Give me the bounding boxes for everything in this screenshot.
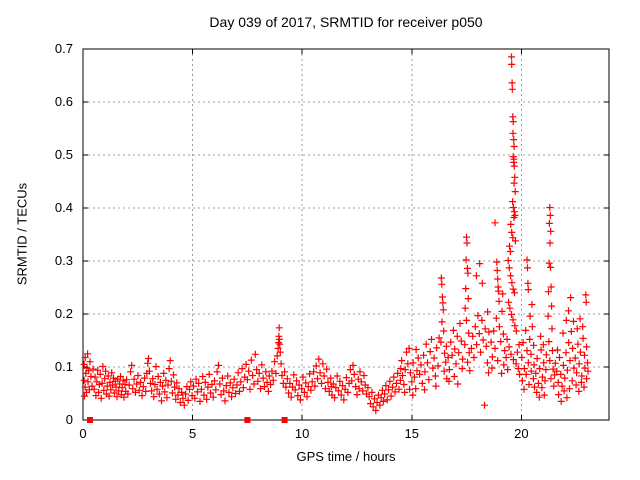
grid-lines (83, 49, 609, 420)
y-tick-label: 0.5 (55, 147, 73, 162)
tick-marks (82, 48, 609, 421)
srmtid_values-points (80, 53, 592, 414)
zero_flags-markers (87, 417, 288, 423)
y-tick-label: 0.6 (55, 94, 73, 109)
x-tick-label: 20 (514, 426, 528, 441)
x-tick-label: 10 (295, 426, 309, 441)
x-tick-label: 0 (79, 426, 86, 441)
x-tick-label: 5 (189, 426, 196, 441)
y-tick-label: 0.4 (55, 200, 73, 215)
y-tick-label: 0.2 (55, 306, 73, 321)
plot-frame (82, 48, 610, 421)
y-tick-label: 0 (66, 412, 73, 427)
x-axis-label: GPS time / hours (296, 449, 396, 464)
y-axis-label: SRMTID / TECUs (14, 182, 30, 286)
chart-title: Day 039 of 2017, SRMTID for receiver p05… (209, 14, 483, 30)
y-tick-label: 0.1 (55, 359, 73, 374)
x-tick-label: 15 (405, 426, 419, 441)
y-tick-label: 0.7 (55, 41, 73, 56)
y-tick-label: 0.3 (55, 253, 73, 268)
